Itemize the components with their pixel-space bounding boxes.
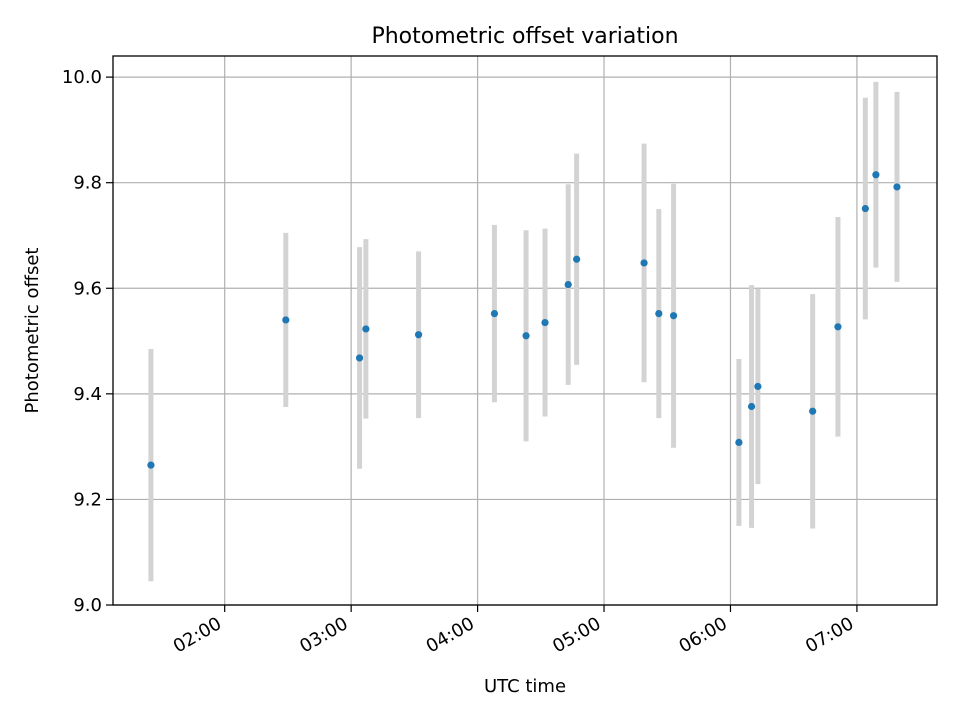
data-point bbox=[564, 280, 572, 289]
data-point bbox=[541, 318, 549, 327]
data-point bbox=[735, 438, 743, 447]
data-point bbox=[861, 204, 869, 213]
data-point bbox=[414, 331, 423, 339]
data-point bbox=[490, 310, 499, 318]
data-point bbox=[872, 171, 880, 179]
data-point bbox=[754, 382, 762, 391]
y-tick-label: 9.8 bbox=[73, 173, 102, 194]
y-tick-label: 9.4 bbox=[73, 384, 102, 405]
data-point bbox=[834, 323, 842, 331]
data-point bbox=[147, 461, 155, 469]
y-axis-ticks: 9.0 9.2 9.4 9.6 9.8 10.0 bbox=[62, 67, 113, 616]
data-point bbox=[282, 316, 290, 324]
data-point bbox=[573, 255, 581, 263]
data-point bbox=[747, 402, 756, 411]
x-axis-label: UTC time bbox=[484, 676, 566, 697]
data-point bbox=[640, 259, 648, 267]
y-tick-label: 9.6 bbox=[73, 278, 102, 299]
chart-title: Photometric offset variation bbox=[371, 24, 678, 49]
data-point bbox=[522, 332, 530, 340]
y-tick-label: 10.0 bbox=[62, 67, 102, 88]
plot-frame bbox=[112, 55, 938, 606]
data-point bbox=[669, 312, 678, 320]
x-tick-label: 03:00 bbox=[296, 613, 351, 657]
y-tick-label: 9.0 bbox=[73, 595, 102, 616]
data-points bbox=[147, 171, 901, 469]
y-tick-label: 9.2 bbox=[73, 489, 102, 510]
data-point bbox=[362, 325, 370, 333]
x-tick-label: 05:00 bbox=[549, 613, 604, 657]
x-tick-label: 02:00 bbox=[170, 613, 225, 657]
x-tick-label: 06:00 bbox=[676, 613, 731, 657]
data-point bbox=[809, 407, 817, 415]
y-axis-label: Photometric offset bbox=[22, 248, 43, 414]
error-bars bbox=[148, 81, 900, 582]
x-axis-ticks: 02:00 03:00 04:00 05:00 06:00 07:00 bbox=[170, 605, 858, 657]
data-point bbox=[655, 310, 663, 318]
x-tick-label: 07:00 bbox=[802, 613, 857, 657]
data-point bbox=[355, 354, 364, 362]
data-point bbox=[893, 183, 901, 191]
x-tick-label: 04:00 bbox=[423, 613, 478, 657]
